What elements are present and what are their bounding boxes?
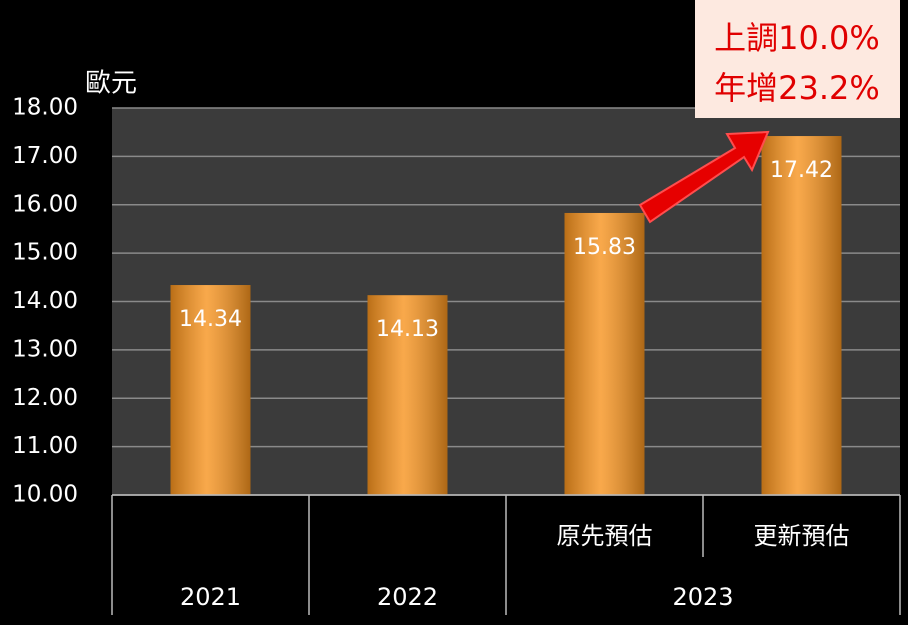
y-tick-label: 13.00 [12,336,78,362]
y-unit: 歐元 [85,69,137,99]
annotation-box [695,0,900,118]
group-label: 2023 [672,583,733,611]
annotation: 年增23.2% [714,69,880,107]
y-tick-label: 18.00 [12,95,78,121]
y-tick-label: 15.00 [12,240,78,266]
x-tick-label: 原先預估 [557,522,653,550]
bar-shine [367,295,448,495]
value-label: 14.34 [179,307,242,332]
bar-shine [170,285,251,495]
y-tick-label: 10.00 [12,482,78,508]
y-tick-label: 17.00 [12,143,78,169]
value-label: 15.83 [573,235,636,260]
y-tick-label: 14.00 [12,288,78,314]
y-tick-label: 16.00 [12,191,78,217]
y-tick-label: 11.00 [12,433,78,459]
bar-shine [564,212,645,495]
group-label: 2022 [377,583,438,611]
annotation: 上調10.0% [714,19,880,57]
y-tick-label: 12.00 [12,385,78,411]
arrow [638,130,770,224]
value-label: 17.42 [770,158,833,183]
group-label: 2021 [180,583,241,611]
x-tick-label: 更新預估 [754,522,850,550]
value-label: 14.13 [376,317,439,342]
bar-shine [761,136,842,495]
